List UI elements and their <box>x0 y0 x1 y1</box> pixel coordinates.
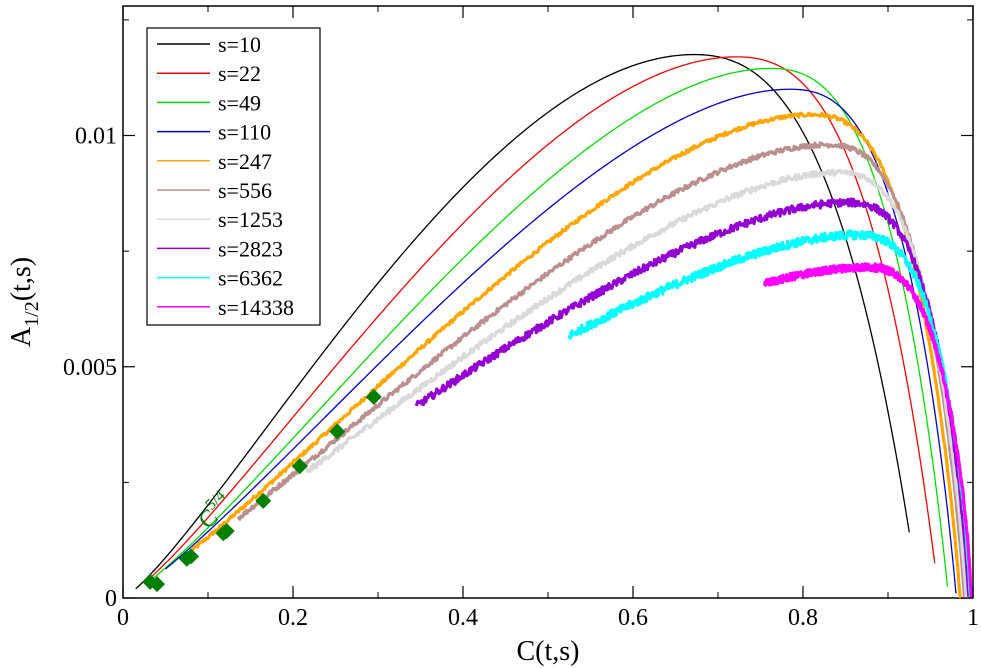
series-line <box>567 229 973 597</box>
legend-label: s=14338 <box>218 295 294 320</box>
power-law-marker <box>183 548 199 565</box>
power-law-marker <box>291 458 308 475</box>
legend-label: s=247 <box>218 149 272 174</box>
legend-label: s=6362 <box>218 266 283 291</box>
legend-box <box>146 27 321 326</box>
power-law-marker <box>149 576 165 593</box>
y-tick-label: 0.005 <box>63 355 117 381</box>
svg-text:A1/2(t,s): A1/2(t,s) <box>6 257 43 347</box>
legend-label: s=10 <box>218 32 261 57</box>
power-law-marker <box>218 522 235 539</box>
legend-label: s=2823 <box>218 236 283 261</box>
series-line <box>190 111 962 598</box>
x-tick-label: 0.8 <box>788 605 818 631</box>
x-tick-label: 1 <box>967 605 979 631</box>
legend-label: s=22 <box>218 61 261 86</box>
y-tick-label: 0 <box>105 586 117 612</box>
y-axis-title-tail: (t,s) <box>6 257 37 301</box>
series-line <box>135 53 910 590</box>
legend-label: s=49 <box>218 90 261 115</box>
x-axis-title: C(t,s) <box>517 636 580 667</box>
y-axis-title: A1/2(t,s) <box>6 257 43 347</box>
series-lines <box>135 53 973 598</box>
axes: 0 0.2 0.4 0.6 0.8 1 0 0.005 0.01 <box>63 6 979 631</box>
power-law-markers <box>142 388 382 593</box>
series-line <box>143 56 936 584</box>
legend: s=10 s=22 s=49 s=110 s=247 s=556 s=1253 s=2823 s… <box>146 27 321 326</box>
legend-label: s=110 <box>218 120 271 145</box>
legend-label: s=556 <box>218 178 272 203</box>
series-line <box>305 168 968 598</box>
series-line <box>152 67 949 587</box>
power-law-marker <box>255 492 272 509</box>
power-law-marker <box>329 423 346 440</box>
y-axis-title-sub: 1/2 <box>21 301 43 327</box>
x-tick-label: 0.2 <box>278 605 308 631</box>
x-tick-label: 0.4 <box>448 605 478 631</box>
series-line <box>763 262 973 598</box>
series-line <box>236 141 967 598</box>
series-line <box>165 88 957 594</box>
series-line <box>414 197 971 597</box>
y-axis-title-main: A <box>6 326 37 347</box>
legend-label: s=1253 <box>218 207 283 232</box>
plot-area <box>135 53 973 598</box>
power-law-marker <box>365 388 382 405</box>
x-tick-label: 0.6 <box>618 605 648 631</box>
y-tick-label: 0.01 <box>75 124 117 150</box>
x-tick-label: 0 <box>117 605 129 631</box>
